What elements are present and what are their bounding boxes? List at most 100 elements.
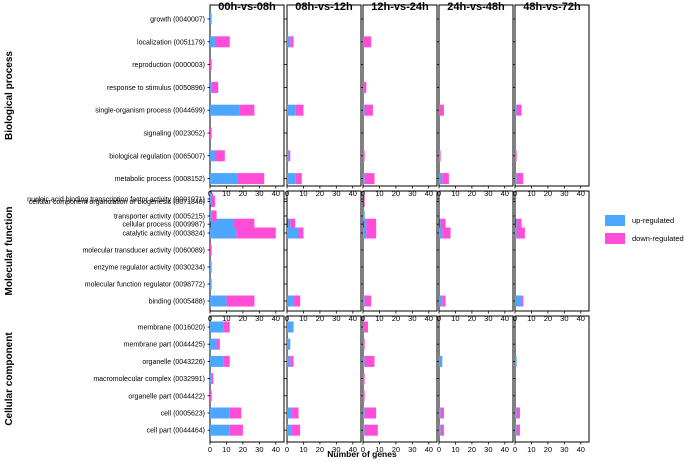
- x-tick-label: 20: [316, 445, 324, 454]
- bar-up-regulated: [363, 355, 365, 367]
- bar-down-regulated: [210, 390, 212, 402]
- category-label: localization (0051179): [137, 39, 205, 46]
- bar-down-regulated: [295, 173, 302, 185]
- category-label: transporter activity (0005215): [114, 214, 205, 221]
- x-tick-label: 20: [316, 314, 324, 323]
- bar-up-regulated: [210, 218, 234, 230]
- x-tick-label: 10: [527, 314, 535, 323]
- x-tick-label: 30: [332, 445, 340, 454]
- group-label-molecular-function: Molecular function: [4, 207, 15, 296]
- category-label: metabolic process (0008152): [115, 176, 205, 183]
- category-label: organelle (0043226): [142, 359, 205, 366]
- bar-up-regulated: [439, 295, 443, 307]
- bar-up-regulated: [363, 218, 367, 230]
- x-tick-label: 10: [527, 445, 535, 454]
- bar-down-regulated: [364, 295, 372, 307]
- category-label: membrane part (0044425): [124, 342, 205, 349]
- category-label: catalytic activity (0003824): [123, 231, 205, 238]
- bar-down-regulated: [295, 104, 304, 116]
- x-tick-label: 10: [299, 314, 307, 323]
- x-tick-label: 40: [272, 314, 280, 323]
- bar-up-regulated: [287, 321, 294, 333]
- bar-up-regulated: [210, 295, 227, 307]
- bar-up-regulated: [515, 407, 517, 419]
- bar-up-regulated: [287, 338, 291, 350]
- bar-down-regulated: [521, 295, 524, 307]
- x-tick-label: 30: [332, 314, 340, 323]
- bar-down-regulated: [229, 424, 243, 436]
- bar-up-regulated: [363, 104, 365, 116]
- bar-down-regulated: [288, 150, 291, 162]
- x-tick-label: 10: [375, 189, 383, 198]
- x-tick-label: 20: [468, 314, 476, 323]
- bar-up-regulated: [287, 424, 292, 436]
- category-label: enzyme regulator activity (0030234): [94, 265, 205, 272]
- category-label: cellular component organization or bioge…: [29, 199, 205, 206]
- bar-down-regulated: [364, 424, 378, 436]
- category-label: macromolecular complex (0032991): [93, 376, 205, 383]
- bar-down-regulated: [364, 355, 375, 367]
- group-label-cellular-component: Cellular component: [4, 332, 15, 426]
- bar-down-regulated: [293, 295, 301, 307]
- bar-up-regulated: [363, 227, 367, 239]
- bar-down-regulated: [516, 407, 520, 419]
- bar-up-regulated: [210, 81, 212, 93]
- bar-up-regulated: [210, 210, 212, 222]
- bar-up-regulated: [515, 355, 517, 367]
- category-label: molecular transducer activity (0060089): [82, 248, 205, 255]
- x-tick-label: 0: [513, 445, 517, 454]
- x-tick-label: 20: [392, 314, 400, 323]
- x-tick-label: 30: [255, 189, 263, 198]
- x-tick-label: 40: [349, 445, 357, 454]
- x-tick-label: 40: [425, 445, 433, 454]
- x-tick-label: 30: [408, 445, 416, 454]
- x-tick-label: 40: [349, 189, 357, 198]
- bar-up-regulated: [515, 227, 517, 239]
- x-tick-label: 0: [285, 445, 289, 454]
- legend-label: up-regulated: [632, 216, 674, 225]
- bar-down-regulated: [440, 407, 444, 419]
- category-label: cell (0005623): [161, 411, 205, 418]
- panel-frame: [438, 190, 514, 312]
- bar-down-regulated: [210, 59, 212, 71]
- bar-down-regulated: [290, 355, 294, 367]
- x-tick-label: 40: [577, 189, 585, 198]
- category-label: nucleic acid binding transcription facto…: [27, 197, 205, 204]
- bar-down-regulated: [214, 36, 230, 48]
- bar-up-regulated: [287, 227, 299, 239]
- bar-down-regulated: [440, 424, 444, 436]
- legend-label: down-regulated: [632, 234, 684, 243]
- bar-down-regulated: [442, 173, 449, 185]
- bar-down-regulated: [366, 218, 377, 230]
- x-tick-label: 30: [408, 314, 416, 323]
- category-label: binding (0005488): [149, 299, 205, 306]
- category-label: reproduction (0000003): [132, 62, 205, 69]
- bar-up-regulated: [210, 424, 230, 436]
- x-tick-label: 0: [208, 445, 212, 454]
- category-label: biological regulation (0065007): [109, 153, 205, 160]
- x-tick-label: 30: [255, 445, 263, 454]
- x-tick-label: 20: [239, 314, 247, 323]
- x-tick-label: 20: [544, 445, 552, 454]
- bar-up-regulated: [439, 218, 441, 230]
- bar-down-regulated: [363, 195, 365, 207]
- x-tick-label: 10: [222, 445, 230, 454]
- x-tick-label: 40: [501, 314, 509, 323]
- x-tick-label: 40: [577, 445, 585, 454]
- bar-up-regulated: [287, 218, 291, 230]
- bar-down-regulated: [364, 173, 375, 185]
- bar-up-regulated: [287, 104, 296, 116]
- bar-up-regulated: [210, 278, 212, 290]
- x-tick-label: 10: [222, 314, 230, 323]
- bar-up-regulated: [210, 338, 217, 350]
- x-tick-label: 20: [544, 314, 552, 323]
- bar-down-regulated: [211, 81, 219, 93]
- bar-down-regulated: [440, 218, 446, 230]
- group-label-biological-process: Biological process: [4, 51, 15, 140]
- category-label: molecular function regulator (0098772): [85, 282, 205, 289]
- x-tick-label: 20: [392, 445, 400, 454]
- x-tick-label: 30: [408, 189, 416, 198]
- x-tick-label: 40: [349, 314, 357, 323]
- bar-up-regulated: [439, 227, 443, 239]
- x-tick-label: 30: [560, 189, 568, 198]
